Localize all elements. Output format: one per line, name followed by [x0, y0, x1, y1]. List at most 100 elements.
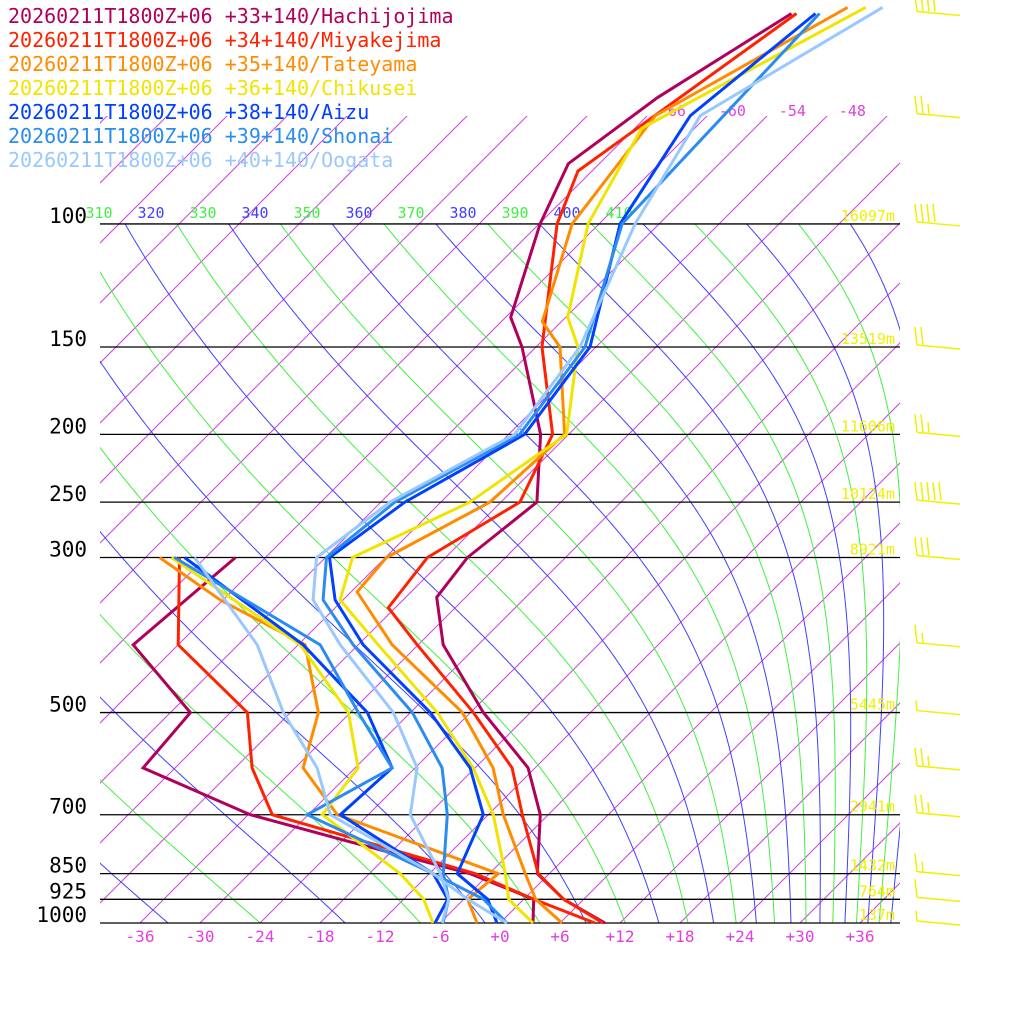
moist-adiabat-line [100, 360, 587, 924]
adiabat-label: 390 [501, 204, 528, 222]
wind-barb [914, 203, 961, 227]
temperature-tick-label: -18 [306, 927, 335, 946]
barb-full [914, 482, 918, 501]
barb-full [914, 203, 918, 223]
legend-item: 20260211T1800Z+06 +35+140/Tateyama [8, 52, 418, 76]
profiles [131, 6, 884, 924]
adiabat-label: 320 [137, 204, 164, 222]
height-label: 1432m [850, 857, 895, 875]
height-label: 11606m [841, 417, 895, 435]
barb-half [927, 422, 930, 433]
wind-barb [914, 879, 961, 903]
barb-staff [916, 499, 961, 505]
moist-adiabat-line [902, 224, 946, 923]
pressure-label: 250 [49, 482, 87, 506]
barb-staff [916, 221, 961, 227]
pressure-label: 500 [49, 693, 87, 717]
legend-item: 20260211T1800Z+06 +39+140/Shonai [8, 124, 394, 148]
temperature-line [338, 6, 867, 924]
height-label: 2941m [850, 798, 895, 816]
barb-full [932, 203, 936, 223]
height-label: 764m [859, 882, 895, 900]
barb-staff [916, 765, 961, 771]
adiabat-label: 350 [293, 204, 320, 222]
pressure-levels [100, 223, 900, 924]
moist-adiabat-line [383, 224, 775, 924]
adiabat-label: 310 [85, 204, 112, 222]
height-label: 16097m [841, 207, 895, 225]
barb-full [926, 537, 930, 556]
adiabat-label: 340 [241, 204, 268, 222]
barb-half [921, 861, 924, 872]
dewpoint-line [193, 556, 508, 924]
barb-full [914, 879, 918, 898]
temperature-line [435, 12, 793, 924]
wind-barb [914, 482, 961, 505]
temperature-tick-label: +6 [550, 927, 569, 946]
isotherm-line [920, 0, 1024, 923]
isotherm-line [859, 882, 900, 924]
height-label: 137m [859, 906, 895, 924]
dewpoint-line [183, 556, 450, 924]
legend-item: 20260211T1800Z+06 +36+140/Chikusei [8, 76, 418, 100]
barb-full [914, 414, 918, 433]
temperature-tick-label: -6 [430, 927, 449, 946]
temperature-line [311, 6, 884, 924]
legend: 20260211T1800Z+06 +33+140/Hachijojima 20… [8, 4, 454, 172]
isotherm-line [679, 702, 900, 924]
barb-staff [916, 709, 961, 716]
isotherm-label: -54 [779, 102, 806, 120]
temperature-tick-label: -36 [126, 927, 155, 946]
moist-adiabat-line [849, 224, 900, 924]
legend-item: 20260211T1800Z+06 +38+140/Aizu [8, 100, 370, 124]
dewpoint-line [176, 557, 596, 924]
dewpoint-line [173, 556, 509, 924]
barb-full [926, 203, 930, 223]
wind-barb [914, 0, 961, 17]
barb-full [926, 482, 930, 501]
barb-staff [916, 344, 961, 350]
moist-adiabat-line [539, 224, 821, 924]
barb-full [920, 203, 924, 223]
wind-barb [914, 326, 961, 350]
barb-full [914, 95, 918, 114]
temperature-tick-label: +24 [726, 927, 755, 946]
barb-full [914, 326, 918, 346]
temperature-tick-label: +12 [606, 927, 635, 946]
temperature-tick-label: -12 [366, 927, 395, 946]
barb-half [927, 755, 930, 766]
dewpoint-line [170, 556, 435, 924]
temperature-tick-label: +18 [666, 927, 695, 946]
isotherm-line [799, 822, 900, 924]
temperature-line [321, 12, 821, 924]
wind-barbs [914, 0, 961, 926]
moist-adiabats [100, 224, 946, 924]
moist-adiabat-line [694, 224, 868, 924]
temperature-tick-label: -24 [246, 927, 275, 946]
barb-half [927, 103, 930, 114]
wind-barb [914, 414, 961, 438]
barb-full [920, 794, 924, 813]
barb-full [920, 95, 924, 114]
barb-staff [916, 10, 961, 17]
barb-full [914, 624, 918, 643]
pressure-label: 300 [49, 537, 87, 561]
barb-full [926, 0, 930, 12]
barb-full [914, 747, 918, 766]
barb-staff [916, 642, 961, 648]
barb-full [920, 537, 924, 556]
barb-staff [916, 554, 961, 561]
barb-staff [916, 811, 961, 818]
temperature-line [355, 6, 849, 924]
barb-full [914, 0, 918, 12]
wind-barb [914, 794, 961, 818]
barb-full [914, 794, 918, 813]
adiabat-label: 380 [449, 204, 476, 222]
barb-half [915, 700, 918, 711]
pressure-label: 850 [49, 854, 87, 878]
temperature-tick-label: -30 [186, 927, 215, 946]
pressure-label: 700 [49, 795, 87, 819]
wind-barb [914, 624, 961, 648]
barb-staff [916, 920, 961, 926]
height-label: 8921m [850, 540, 895, 558]
